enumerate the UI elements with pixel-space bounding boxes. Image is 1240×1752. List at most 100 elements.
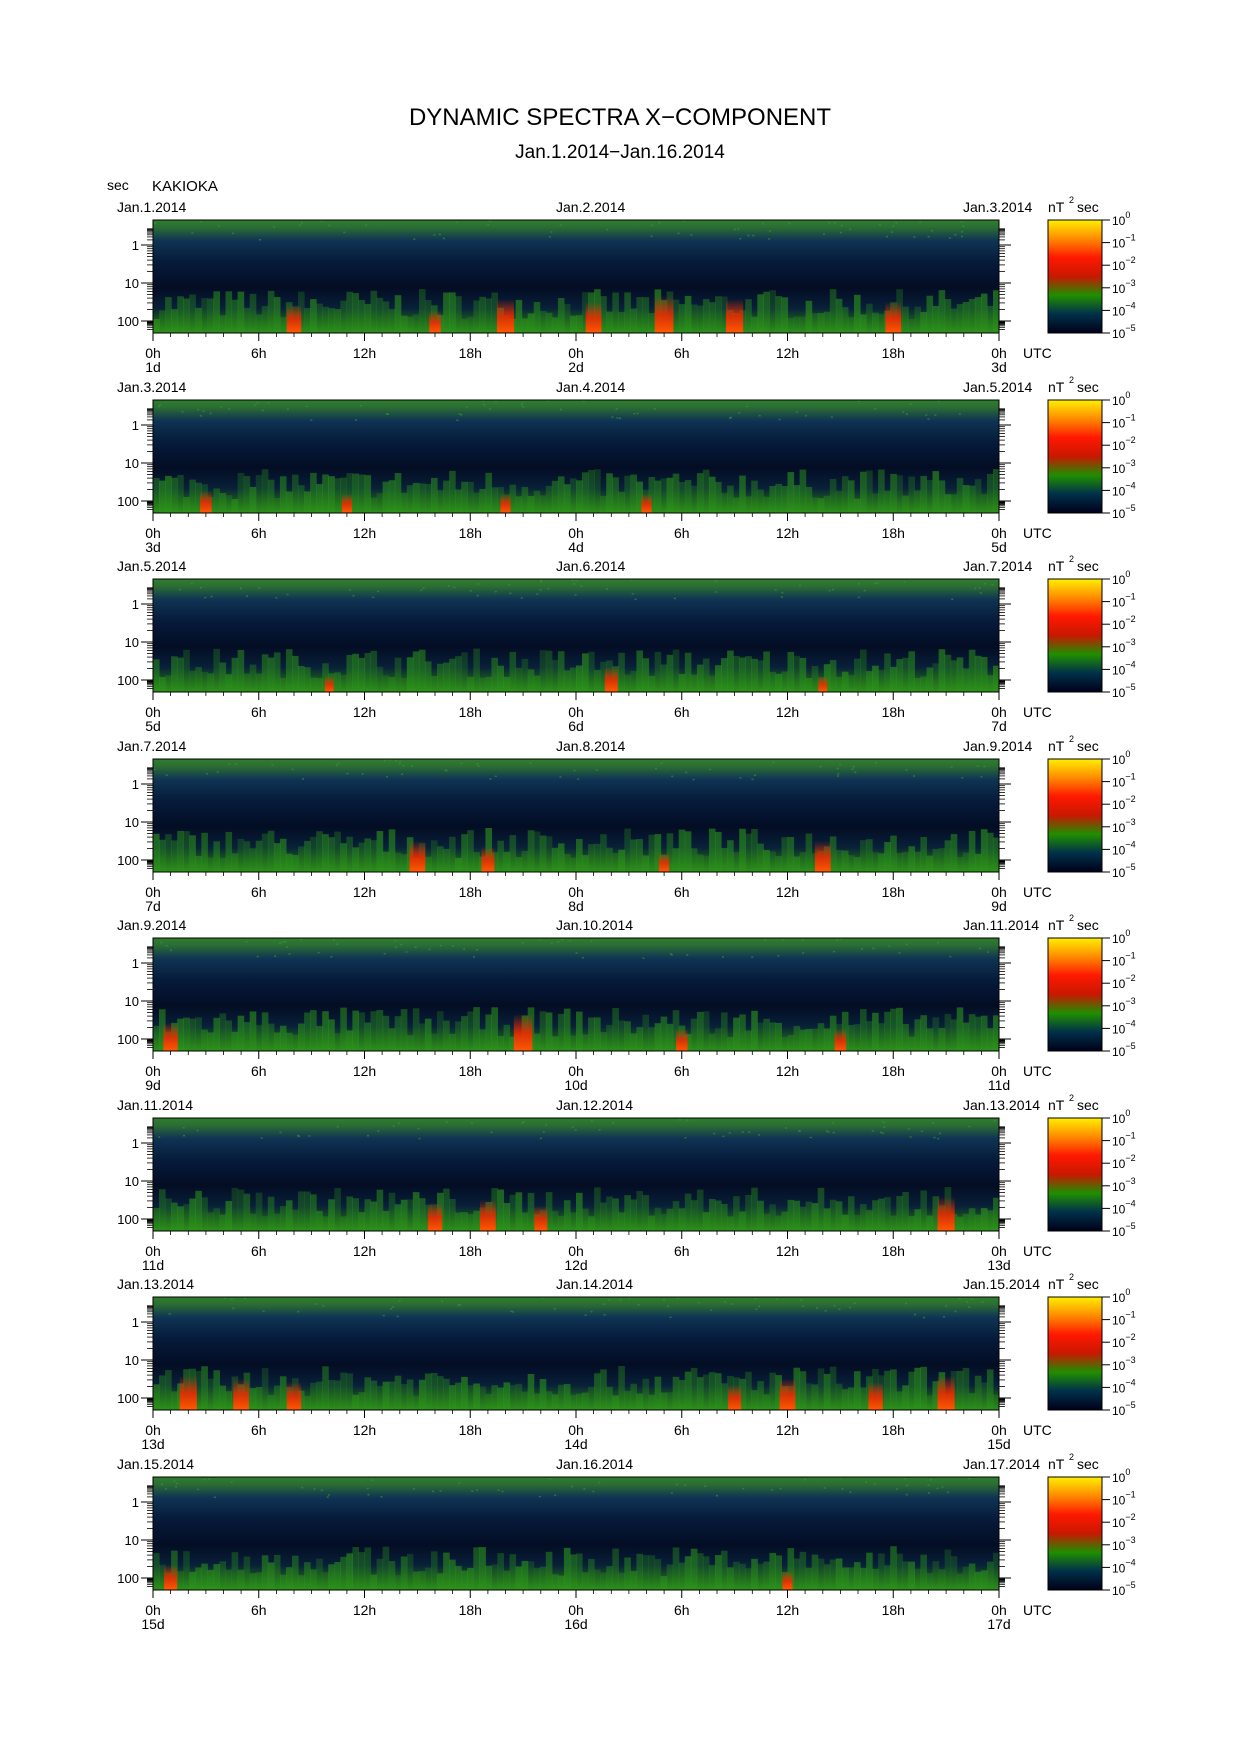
- y-tick-label: 100: [117, 673, 139, 688]
- colorbar-unit-exponent: 2: [1069, 554, 1074, 564]
- x-tick-label: 6h: [674, 345, 690, 361]
- x-tick-label: 18h: [459, 1063, 482, 1079]
- power-burst: [341, 494, 352, 513]
- colorbar-unit-suffix: sec: [1077, 1276, 1099, 1292]
- power-burst: [409, 841, 426, 872]
- x-axis-unit: UTC: [1023, 884, 1052, 900]
- colorbar-unit-exponent: 2: [1069, 195, 1074, 205]
- day-label: 10d: [564, 1077, 587, 1093]
- x-tick-label: 0h: [991, 1063, 1007, 1079]
- x-tick-label: 0h: [991, 704, 1007, 720]
- power-burst: [937, 1197, 955, 1231]
- x-tick-label: 12h: [776, 1422, 799, 1438]
- panel-start-date: Jan.13.2014: [117, 1276, 194, 1292]
- y-tick-label: 1: [132, 1495, 139, 1510]
- colorbar-unit: nT: [1048, 917, 1065, 933]
- x-tick-label: 18h: [882, 704, 905, 720]
- day-label: 11d: [142, 1257, 164, 1273]
- colorbar: [1047, 1296, 1103, 1411]
- power-burst: [324, 676, 334, 692]
- panel-mid-date: Jan.2.2014: [556, 199, 625, 215]
- y-tick-label: 100: [117, 494, 139, 509]
- x-tick-label: 12h: [353, 884, 376, 900]
- x-tick-label: 0h: [145, 1243, 161, 1259]
- colorbar: [1047, 578, 1103, 693]
- colorbar-unit-exponent: 2: [1069, 734, 1074, 744]
- colorbar-tick-label: 10−2: [1112, 614, 1136, 632]
- colorbar-unit-exponent: 2: [1069, 1093, 1074, 1103]
- colorbar: [1047, 1117, 1103, 1232]
- x-tick-label: 6h: [251, 1063, 267, 1079]
- colorbar: [1047, 399, 1103, 514]
- panel-start-date: Jan.15.2014: [117, 1456, 194, 1472]
- colorbar-tick-label: 100: [1112, 1287, 1130, 1305]
- x-tick-label: 18h: [882, 1243, 905, 1259]
- power-burst: [726, 299, 744, 333]
- power-burst: [885, 302, 902, 333]
- power-burst: [429, 311, 441, 333]
- colorbar: [1047, 219, 1103, 334]
- colorbar-tick-label: 10−3: [1112, 1176, 1136, 1194]
- day-label: 13d: [141, 1436, 164, 1452]
- day-label: 14d: [564, 1436, 587, 1452]
- spectrogram-panel: [141, 1296, 1110, 1418]
- colorbar-tick-label: 10−2: [1112, 255, 1136, 273]
- x-tick-label: 18h: [459, 1243, 482, 1259]
- colorbar-tick-label: 10−4: [1112, 1377, 1136, 1395]
- colorbar-tick-label: 10−4: [1112, 839, 1136, 857]
- y-tick-label: 10: [125, 276, 139, 291]
- colorbar-tick-label: 10−1: [1112, 1131, 1136, 1149]
- day-label: 2d: [568, 359, 584, 375]
- day-label: 11d: [988, 1077, 1010, 1093]
- y-tick-label: 100: [117, 1032, 139, 1047]
- y-tick-label: 1: [132, 418, 139, 433]
- day-label: 4d: [568, 539, 584, 555]
- power-burst: [782, 1571, 793, 1590]
- x-tick-label: 6h: [251, 345, 267, 361]
- colorbar-tick-label: 10−5: [1112, 323, 1136, 341]
- x-tick-label: 0h: [991, 884, 1007, 900]
- y-tick-label: 1: [132, 238, 139, 253]
- x-tick-label: 12h: [776, 1243, 799, 1259]
- y-tick-label: 100: [117, 1571, 139, 1586]
- colorbar-tick-label: 10−2: [1112, 794, 1136, 812]
- power-burst: [480, 1200, 496, 1231]
- x-tick-label: 6h: [674, 1243, 690, 1259]
- colorbar-tick-label: 10−2: [1112, 1332, 1136, 1350]
- x-tick-label: 12h: [776, 1602, 799, 1618]
- panel-end-date: Jan.13.2014: [963, 1097, 1040, 1113]
- day-label: 15d: [987, 1436, 1010, 1452]
- y-tick-label: 1: [132, 777, 139, 792]
- power-burst: [427, 1203, 443, 1231]
- power-burst: [513, 1014, 533, 1051]
- power-burst: [641, 494, 652, 513]
- period-unit-label: sec: [107, 177, 129, 193]
- day-label: 9d: [991, 898, 1007, 914]
- colorbar-tick-label: 10−5: [1112, 1400, 1136, 1418]
- colorbar-unit: nT: [1048, 379, 1065, 395]
- colorbar-tick-label: 10−5: [1112, 1580, 1136, 1598]
- x-axis-unit: UTC: [1023, 1422, 1052, 1438]
- y-tick-label: 1: [132, 1315, 139, 1330]
- x-tick-label: 18h: [882, 1422, 905, 1438]
- day-label: 16d: [564, 1616, 587, 1632]
- x-tick-label: 18h: [882, 345, 905, 361]
- x-tick-label: 0h: [145, 1063, 161, 1079]
- colorbar-unit-suffix: sec: [1077, 379, 1099, 395]
- colorbar-tick-label: 10−2: [1112, 435, 1136, 453]
- x-axis-unit: UTC: [1023, 345, 1052, 361]
- colorbar-tick-label: 10−1: [1112, 233, 1136, 251]
- colorbar-tick-label: 10−5: [1112, 682, 1136, 700]
- x-axis-unit: UTC: [1023, 525, 1052, 541]
- colorbar-tick-label: 10−4: [1112, 300, 1136, 318]
- spectrogram-panel: [141, 578, 1110, 700]
- colorbar-unit-suffix: sec: [1077, 558, 1099, 574]
- power-burst: [728, 1385, 742, 1410]
- y-tick-label: 10: [125, 1174, 139, 1189]
- panel-mid-date: Jan.10.2014: [556, 917, 633, 933]
- power-burst: [164, 1565, 178, 1590]
- colorbar-tick-label: 10−3: [1112, 1355, 1136, 1373]
- power-burst: [818, 676, 828, 692]
- colorbar-tick-label: 100: [1112, 1108, 1130, 1126]
- spectrogram-panel: [141, 1476, 1110, 1598]
